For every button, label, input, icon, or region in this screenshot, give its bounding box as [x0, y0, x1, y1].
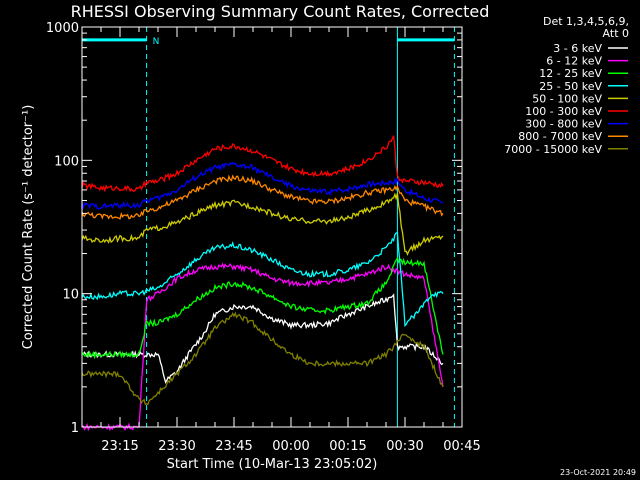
y-tick-label: 100: [54, 154, 79, 169]
legend-label: 100 - 300 keV: [525, 105, 602, 118]
legend-label: 3 - 6 keV: [553, 42, 602, 55]
series-line: [81, 262, 444, 432]
x-tick-label: 23:15: [101, 439, 138, 454]
series-lines: [81, 135, 444, 432]
timestamp: 23-Oct-2021 20:49: [560, 468, 636, 477]
vertical-markers: [146, 27, 455, 427]
y-tick-label: 1: [71, 421, 79, 436]
x-tick-label: 00:30: [386, 439, 423, 454]
x-tick-label: 23:45: [215, 439, 252, 454]
series-line: [81, 311, 444, 406]
legend-label: 300 - 800 keV: [525, 118, 602, 131]
flag-bars: N: [82, 37, 455, 47]
x-tick-label: 23:30: [158, 439, 195, 454]
x-tick-label: 00:00: [272, 439, 309, 454]
series-line: [81, 135, 444, 193]
legend-label: 12 - 25 keV: [539, 67, 602, 80]
legend-header-line-1: Det 1,3,4,5,6,9,: [543, 15, 629, 28]
legend-label: 25 - 50 keV: [539, 80, 602, 93]
legend-label: 7000 - 15000 keV: [504, 143, 602, 156]
x-axis-ticks: 23:15 23:30 23:45 00:00 00:15 00:30 00:45: [81, 27, 481, 454]
x-tick-label: 00:15: [329, 439, 366, 454]
series-line: [81, 256, 444, 360]
series-line: [81, 161, 444, 210]
x-axis-label: Start Time (10-Mar-13 23:05:02): [167, 457, 378, 472]
y-axis-ticks: 1 10 100 1000: [46, 21, 462, 436]
chart-title: RHESSI Observing Summary Count Rates, Co…: [71, 2, 490, 21]
series-line: [81, 293, 444, 385]
legend-label: 6 - 12 keV: [546, 55, 602, 68]
series-line: [81, 192, 444, 257]
flag-label: N: [153, 37, 160, 47]
y-axis-label: Corrected Count Rate (s⁻¹ detector⁻¹): [21, 105, 36, 350]
legend-label: 800 - 7000 keV: [518, 130, 602, 143]
series-line: [81, 174, 444, 220]
legend-label: 50 - 100 keV: [532, 92, 602, 105]
series-line: [81, 231, 444, 327]
y-tick-label: 10: [62, 288, 79, 303]
x-tick-label: 00:45: [443, 439, 480, 454]
y-tick-label: 1000: [46, 21, 79, 36]
legend-header-line-2: Att 0: [603, 27, 629, 40]
